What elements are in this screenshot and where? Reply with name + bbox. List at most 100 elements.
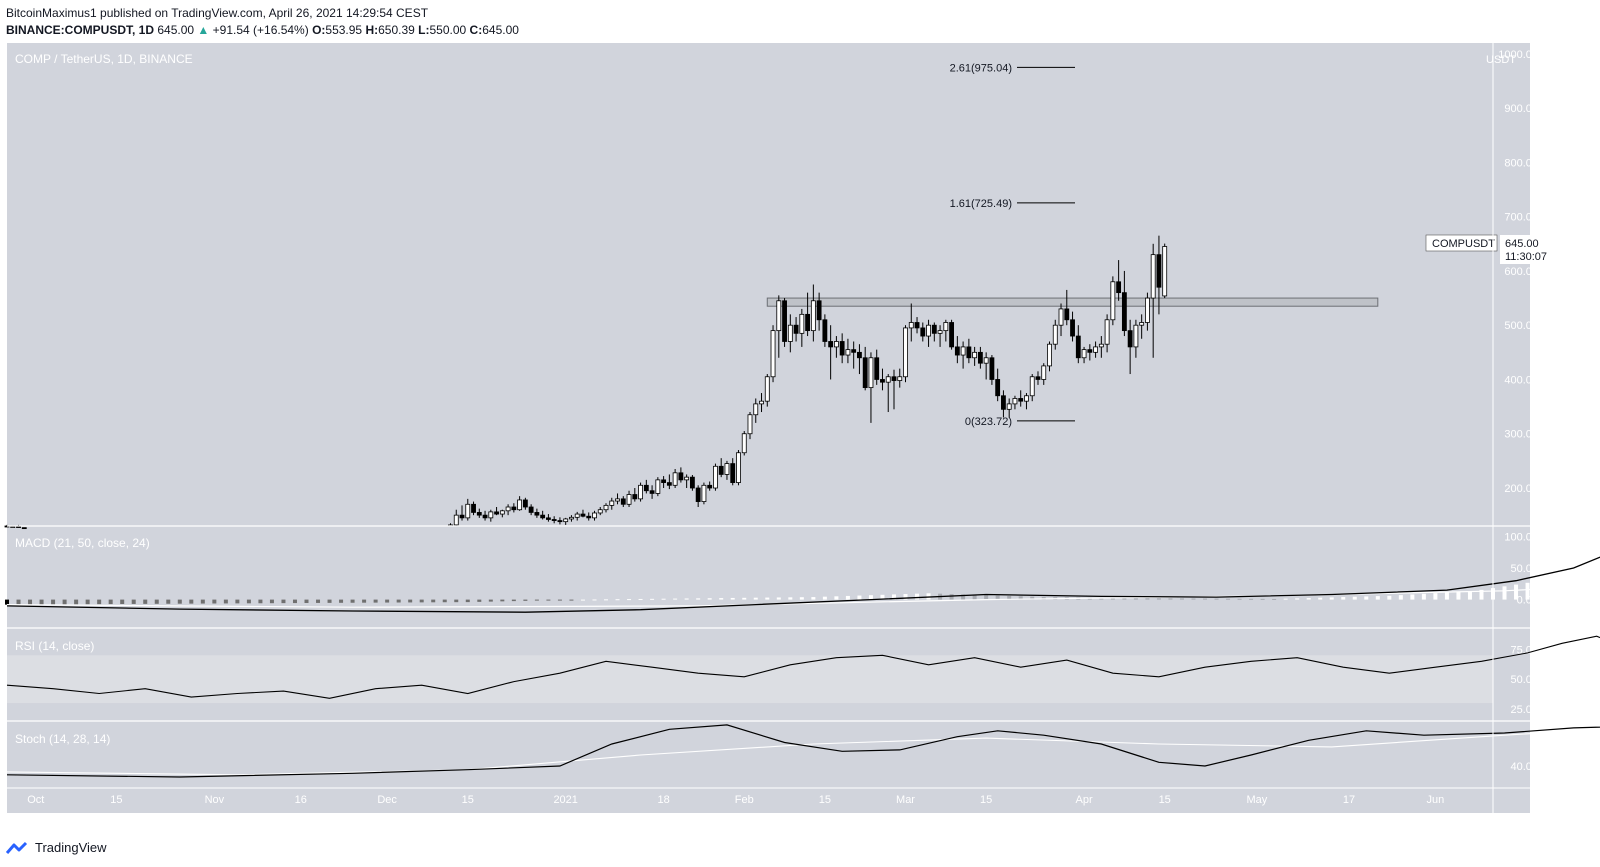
candle-body (609, 500, 615, 506)
macd-histogram-bar (615, 599, 620, 601)
macd-histogram-bar (523, 599, 528, 601)
macd-histogram-bar (131, 599, 136, 604)
price-candle (926, 319, 931, 347)
rsi-tick-label: 75.00 (1510, 644, 1538, 656)
price-candle (1047, 341, 1052, 372)
candle-body (897, 376, 903, 381)
stoch-tick-label: 40.00 (1510, 761, 1538, 773)
candle-body (1035, 376, 1041, 380)
stoch-pane[interactable]: 40.00 (6, 724, 1600, 778)
rsi-line (6, 635, 1600, 699)
macd-histogram-bar (1560, 578, 1565, 600)
low-label: L: (418, 23, 430, 37)
macd-pane[interactable]: 0.00 50.00 100.00 (5, 531, 1600, 619)
candle-body (977, 351, 983, 364)
candle-body (1127, 330, 1133, 348)
macd-histogram-bar (1283, 598, 1288, 600)
macd-histogram-bar (1594, 574, 1599, 600)
price-candle (672, 469, 678, 489)
close-label: C: (469, 23, 483, 37)
price-candle (1121, 270, 1127, 337)
candle-body (1047, 343, 1052, 367)
price-candle (534, 508, 540, 518)
macd-histogram-bar (1502, 586, 1507, 600)
candle-body (517, 499, 523, 511)
price-candle (684, 474, 690, 489)
candle-body (661, 479, 667, 483)
macd-histogram-bar (880, 594, 885, 600)
price-candle (1012, 395, 1018, 410)
candle-body (868, 357, 874, 389)
time-axis[interactable]: Oct 15 Nov 16 Dec 15 2021 18 Feb 15 Mar 15 Apr 15 May 1… (27, 794, 1444, 806)
candle-body (903, 327, 908, 378)
macd-histogram-bar (1306, 598, 1311, 600)
macd-histogram-bar (569, 599, 574, 601)
macd-histogram-bar (212, 599, 217, 604)
price-candle (459, 505, 465, 521)
rsi-pane[interactable]: 25.00 50.00 75.00 (6, 635, 1600, 716)
price-candle (741, 431, 747, 456)
macd-histogram-bar (580, 599, 585, 601)
price-candle (603, 503, 609, 513)
price-pane[interactable]: 200.00 300.00 400.00 500.00 600.00 700.00 800.… (4, 49, 1538, 530)
candle-body (620, 498, 626, 505)
candle-body (649, 490, 655, 494)
candle-body (488, 511, 494, 519)
macd-histogram-bar (39, 599, 44, 605)
candle-body (833, 341, 839, 348)
price-candle (476, 508, 482, 518)
price-candle (1064, 289, 1070, 326)
macd-histogram-bar (454, 599, 459, 603)
candle-body (1121, 292, 1127, 332)
price-candle (718, 458, 724, 478)
macd-histogram-bar (373, 599, 378, 603)
macd-histogram-bar (592, 599, 597, 601)
candle-body (499, 510, 505, 515)
candle-body (695, 487, 701, 502)
price-candle (494, 507, 499, 516)
rsi-tick-label: 25.00 (1510, 704, 1538, 716)
candle-body (1001, 395, 1006, 410)
candle-body (839, 341, 845, 356)
price-candle (528, 504, 534, 516)
brand-footer[interactable]: TradingView (6, 840, 107, 855)
price-candle (540, 510, 546, 520)
macd-histogram-bar (511, 599, 516, 602)
candle-body (753, 403, 759, 416)
macd-histogram-bar (719, 598, 724, 600)
macd-histogram-bar (1548, 579, 1553, 600)
macd-tick-label: 0.00 (1517, 595, 1538, 607)
macd-histogram-bar (1479, 589, 1484, 600)
price-candle (891, 369, 897, 410)
candle-body (1064, 308, 1070, 321)
stoch-d-line (6, 728, 1600, 776)
macd-histogram-bar (1537, 581, 1542, 600)
price-candle (569, 515, 574, 522)
macd-histogram-bar (822, 596, 827, 600)
price-candle (862, 346, 868, 391)
candle-body (787, 324, 793, 342)
macd-histogram-bar (5, 599, 9, 605)
price-candle (839, 333, 845, 364)
macd-histogram-bar (396, 599, 401, 603)
price-candle (805, 292, 811, 337)
macd-histogram-bar (1364, 596, 1369, 600)
price-candle (551, 516, 557, 524)
macd-histogram-bar (281, 599, 286, 604)
price-candle (1110, 276, 1116, 326)
price-candle (643, 479, 649, 494)
price-candle (632, 488, 638, 502)
candle-body (1081, 349, 1087, 359)
macd-histogram-bar (1133, 598, 1138, 600)
price-candle (678, 467, 684, 483)
candle-body (707, 484, 713, 489)
candle-body (793, 324, 799, 334)
macd-histogram-bar (742, 597, 747, 600)
candle-body (453, 514, 459, 526)
candle-body (1110, 281, 1116, 321)
price-candle (724, 460, 730, 480)
price-candle (920, 322, 926, 342)
fib-level-label: 2.61(975.04) (950, 62, 1012, 74)
price-candle (1098, 336, 1104, 358)
